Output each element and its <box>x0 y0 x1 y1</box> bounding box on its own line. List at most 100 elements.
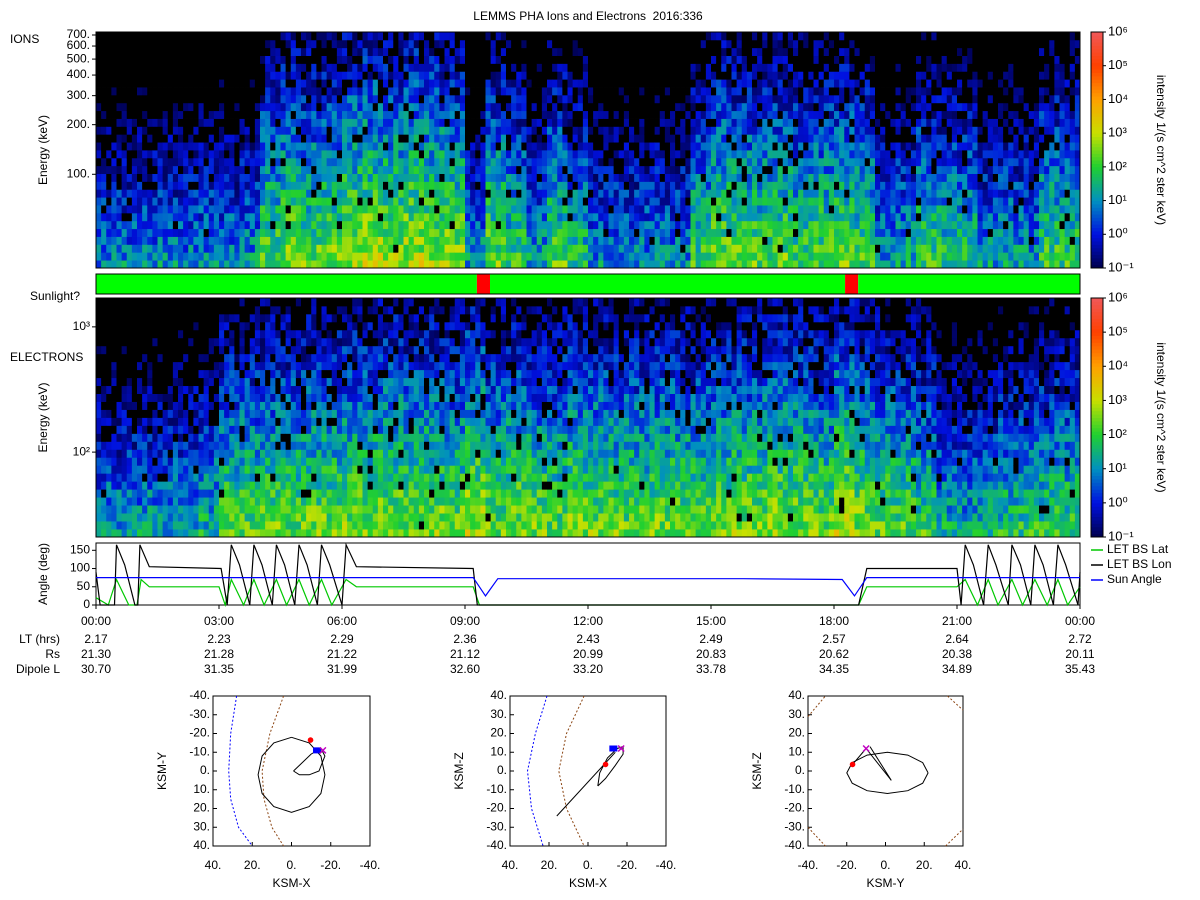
spectrogram-cell <box>808 55 814 64</box>
spectrogram-cell <box>926 102 932 112</box>
spectrogram-cell <box>459 118 466 127</box>
spectrogram-cell <box>787 32 794 41</box>
spectrogram-cell <box>675 150 681 159</box>
spectrogram-cell <box>96 197 102 206</box>
spectrogram-cell <box>613 102 620 112</box>
spectrogram-cell <box>541 252 548 261</box>
spectrogram-cell <box>690 181 697 190</box>
spectrogram-cell <box>357 189 363 198</box>
spectrogram-cell <box>854 165 861 174</box>
spectrogram-cell <box>608 189 615 198</box>
spectrogram-cell <box>649 87 656 96</box>
spectrogram-cell <box>126 87 133 96</box>
spectrogram-cell <box>726 173 732 182</box>
spectrogram-cell <box>183 87 189 96</box>
spectrogram-cell <box>377 157 384 167</box>
spectrogram-cell <box>828 142 835 151</box>
spectrogram-cell <box>459 157 466 167</box>
spectrogram-cell <box>726 71 732 80</box>
spectrogram-cell <box>454 260 461 269</box>
spectrogram-cell <box>147 236 153 245</box>
spectrogram-cell <box>593 150 599 159</box>
spectrogram-cell <box>577 205 584 214</box>
spectrogram-cell <box>926 165 932 174</box>
spectrogram-cell <box>490 205 497 214</box>
spectrogram-cell <box>582 79 589 88</box>
spectrogram-cell <box>752 150 758 159</box>
spectrogram-cell <box>285 79 292 88</box>
spectrogram-cell <box>111 244 117 253</box>
spectrogram-cell <box>552 220 558 230</box>
spectrogram-cell <box>183 236 189 245</box>
spectrogram-cell <box>418 47 425 56</box>
spectrogram-cell <box>198 205 205 214</box>
spectrogram-cell <box>736 181 743 190</box>
spectrogram-cell <box>249 87 256 96</box>
spectrogram-cell <box>270 94 276 104</box>
spectrogram-cell <box>229 236 235 245</box>
spectrogram-cell <box>731 236 738 245</box>
spectrogram-cell <box>511 260 517 269</box>
spectrogram-cell <box>803 212 809 222</box>
spectrogram-cell <box>813 173 820 182</box>
spectrogram-cell <box>567 142 574 151</box>
spectrogram-cell <box>295 32 302 41</box>
spectrogram-cell <box>629 252 635 261</box>
spectrogram-cell <box>470 228 476 237</box>
spectrogram-cell <box>859 79 866 88</box>
spectrogram-cell <box>480 102 486 112</box>
spectrogram-cell <box>916 55 922 64</box>
spectrogram-cell <box>618 142 625 151</box>
spectrogram-cell <box>439 197 445 206</box>
spectrogram-cell <box>577 55 584 64</box>
spectrogram-cell <box>301 236 307 245</box>
spectrogram-cell <box>777 197 784 206</box>
spectrogram-cell <box>183 142 189 151</box>
spectrogram-cell <box>347 228 353 237</box>
spectrogram-cell <box>362 260 369 269</box>
spectrogram-cell <box>439 173 445 182</box>
spectrogram-cell <box>188 212 194 222</box>
spectrogram-cell <box>434 252 440 261</box>
spectrogram-cell <box>439 126 445 135</box>
spectrogram-cell <box>828 252 835 261</box>
spectrogram-cell <box>475 87 481 96</box>
spectrogram-cell <box>167 32 174 41</box>
spectrogram-cell <box>905 87 912 96</box>
spectrogram-cell <box>828 126 835 135</box>
spectrogram-cell <box>844 165 850 174</box>
spectrogram-cell <box>511 205 517 214</box>
spectrogram-cell <box>721 205 727 214</box>
spectrogram-cell <box>485 173 492 182</box>
spectrogram-cell <box>342 228 348 237</box>
spectrogram-cell <box>413 181 420 190</box>
spectrogram-cell <box>444 55 451 64</box>
spectrogram-cell <box>618 244 625 253</box>
spectrogram-cell <box>834 32 840 41</box>
spectrogram-cell <box>562 197 568 206</box>
spectrogram-cell <box>101 55 107 64</box>
spectrogram-cell <box>480 94 486 104</box>
spectrogram-cell <box>275 228 281 237</box>
spectrogram-cell <box>695 39 702 49</box>
spectrogram-cell <box>664 150 671 159</box>
spectrogram-cell <box>675 32 681 41</box>
spectrogram-cell <box>101 181 107 190</box>
spectrogram-cell <box>408 205 415 214</box>
spectrogram-cell <box>254 244 261 253</box>
spectrogram-cell <box>864 47 871 56</box>
spectrogram-cell <box>500 260 507 269</box>
spectrogram-cell <box>731 189 738 198</box>
spectrogram-cell <box>147 110 153 119</box>
spectrogram-cell <box>823 181 830 190</box>
spectrogram-cell <box>721 181 727 190</box>
spectrogram-cell <box>875 142 881 151</box>
spectrogram-cell <box>603 102 609 112</box>
spectrogram-cell <box>670 189 676 198</box>
spectrogram-cell <box>121 110 128 119</box>
spectrogram-cell <box>782 134 789 143</box>
spectrogram-cell <box>588 252 594 261</box>
spectrogram-cell <box>183 55 189 64</box>
spectrogram-cell <box>167 189 174 198</box>
spectrogram-cell <box>864 102 871 112</box>
